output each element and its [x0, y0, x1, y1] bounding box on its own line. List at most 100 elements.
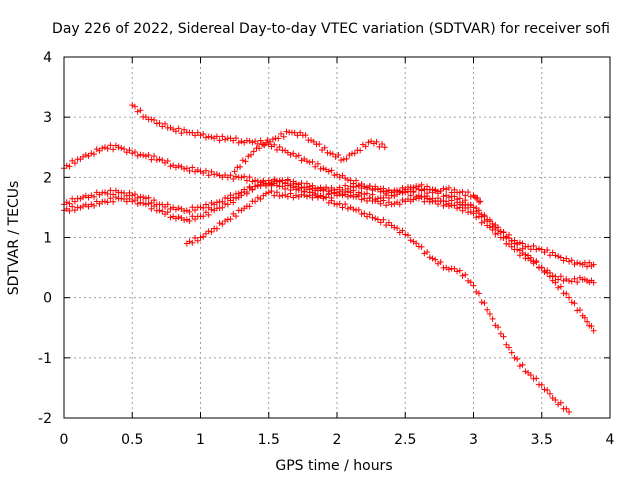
data-point — [268, 188, 275, 195]
data-point — [361, 191, 368, 198]
data-point — [104, 199, 111, 206]
data-point — [424, 190, 431, 197]
data-point — [142, 153, 149, 160]
data-point — [156, 120, 163, 127]
data-point — [183, 216, 190, 223]
data-point — [104, 190, 111, 197]
data-point — [107, 187, 114, 194]
data-point — [145, 194, 152, 201]
grid-lines — [64, 57, 610, 418]
data-point — [101, 144, 108, 151]
data-point — [372, 183, 379, 190]
data-point — [552, 279, 559, 286]
data-point — [238, 138, 245, 145]
data-point — [462, 201, 469, 208]
data-point — [552, 396, 559, 403]
data-point — [151, 203, 158, 210]
data-point — [126, 195, 133, 202]
data-point — [287, 190, 294, 197]
data-point — [219, 221, 226, 228]
data-point — [456, 195, 463, 202]
data-point — [584, 263, 591, 270]
data-point — [492, 230, 499, 237]
data-point — [205, 228, 212, 235]
data-point — [148, 156, 155, 163]
data-point — [568, 257, 575, 264]
data-point — [456, 267, 463, 274]
data-point — [131, 197, 138, 204]
data-point — [576, 307, 583, 314]
data-point — [566, 408, 573, 415]
data-point — [126, 147, 133, 154]
data-point — [508, 243, 515, 250]
data-point — [88, 192, 95, 199]
data-point — [243, 190, 250, 197]
data-point — [355, 189, 362, 196]
data-point — [555, 276, 562, 283]
data-point — [399, 196, 406, 203]
data-point — [175, 162, 182, 169]
data-point — [443, 186, 450, 193]
data-point — [424, 249, 431, 256]
data-point — [159, 123, 166, 130]
data-point — [508, 349, 515, 356]
data-point — [129, 198, 136, 205]
data-point — [505, 241, 512, 248]
data-point — [230, 175, 237, 182]
data-point — [538, 381, 545, 388]
data-point — [383, 192, 390, 199]
data-point — [527, 246, 534, 253]
data-point — [284, 193, 291, 200]
data-point — [164, 158, 171, 165]
data-point — [576, 260, 583, 267]
data-point — [219, 133, 226, 140]
data-point — [381, 144, 388, 151]
data-point — [314, 185, 321, 192]
data-point — [189, 204, 196, 211]
data-point — [413, 193, 420, 200]
data-point — [459, 188, 466, 195]
data-point — [426, 254, 433, 261]
data-point — [581, 314, 588, 321]
data-point — [194, 129, 201, 136]
data-point — [500, 333, 507, 340]
data-point — [181, 165, 188, 172]
data-point — [181, 217, 188, 224]
data-point — [140, 200, 147, 207]
data-point — [590, 327, 597, 334]
data-point — [192, 132, 199, 139]
data-point — [440, 185, 447, 192]
data-point — [459, 207, 466, 214]
data-point — [66, 200, 73, 207]
data-point — [437, 258, 444, 265]
data-point — [362, 143, 369, 150]
data-point — [303, 193, 310, 200]
data-point — [410, 196, 417, 203]
data-point — [66, 207, 73, 214]
data-point — [241, 173, 248, 180]
data-point — [205, 211, 212, 218]
data-point — [283, 128, 290, 135]
data-point — [294, 132, 301, 139]
data-point — [418, 187, 425, 194]
data-point — [588, 323, 595, 330]
data-point — [107, 142, 114, 149]
data-point — [373, 138, 380, 145]
data-point — [347, 177, 354, 184]
data-point — [80, 203, 87, 210]
data-point — [115, 144, 122, 151]
data-point — [298, 184, 305, 191]
data-point — [456, 201, 463, 208]
data-point — [511, 354, 518, 361]
data-point — [339, 172, 346, 179]
data-point — [372, 215, 379, 222]
data-point — [252, 138, 259, 145]
data-point — [323, 184, 330, 191]
data-point — [137, 193, 144, 200]
x-tick-label: 4 — [606, 432, 615, 448]
data-point — [317, 192, 324, 199]
data-point — [172, 164, 179, 171]
data-point — [291, 129, 298, 136]
data-point — [69, 203, 76, 210]
data-point — [552, 252, 559, 259]
